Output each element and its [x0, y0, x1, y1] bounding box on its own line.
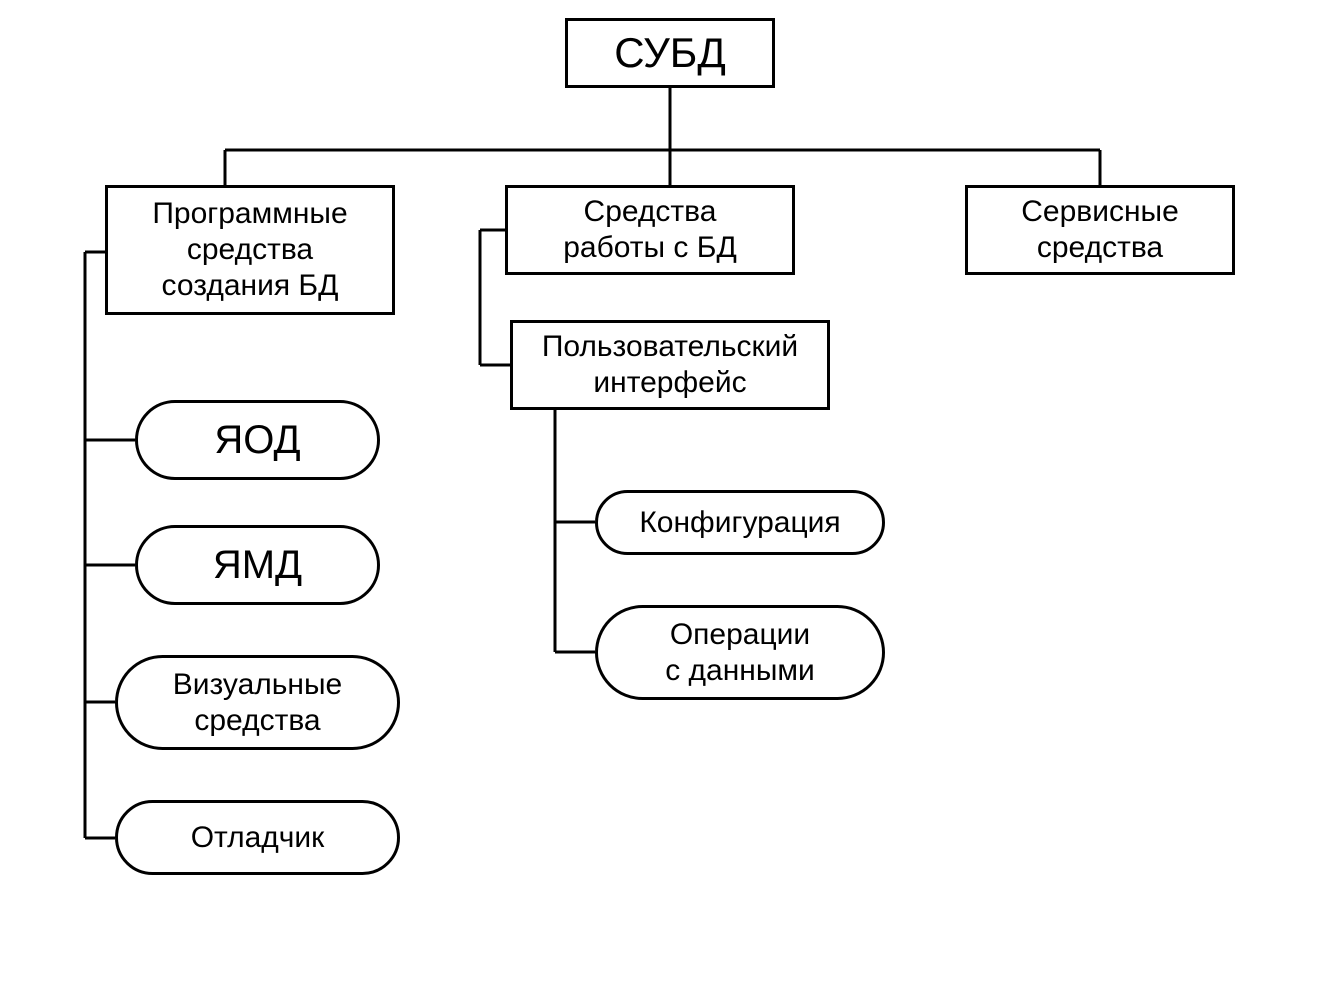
label-root: СУБД [614, 28, 726, 78]
node-yaod: ЯОД [135, 400, 380, 480]
label-config: Конфигурация [639, 505, 840, 541]
node-prog: Программныесредствасоздания БД [105, 185, 395, 315]
label-ops: Операциис данными [665, 617, 815, 689]
node-ops: Операциис данными [595, 605, 885, 700]
node-root: СУБД [565, 18, 775, 88]
node-config: Конфигурация [595, 490, 885, 555]
node-ui: Пользовательскийинтерфейс [510, 320, 830, 410]
label-debug: Отладчик [191, 820, 325, 856]
label-yamd: ЯМД [213, 541, 302, 589]
label-serv: Сервисныесредства [1021, 194, 1179, 266]
node-debug: Отладчик [115, 800, 400, 875]
label-sred: Средстваработы с БД [563, 194, 737, 266]
label-prog: Программныесредствасоздания БД [152, 196, 347, 304]
node-sred: Средстваработы с БД [505, 185, 795, 275]
label-visual: Визуальныесредства [173, 667, 342, 739]
label-ui: Пользовательскийинтерфейс [542, 329, 798, 401]
node-visual: Визуальныесредства [115, 655, 400, 750]
node-serv: Сервисныесредства [965, 185, 1235, 275]
label-yaod: ЯОД [214, 416, 300, 464]
node-yamd: ЯМД [135, 525, 380, 605]
